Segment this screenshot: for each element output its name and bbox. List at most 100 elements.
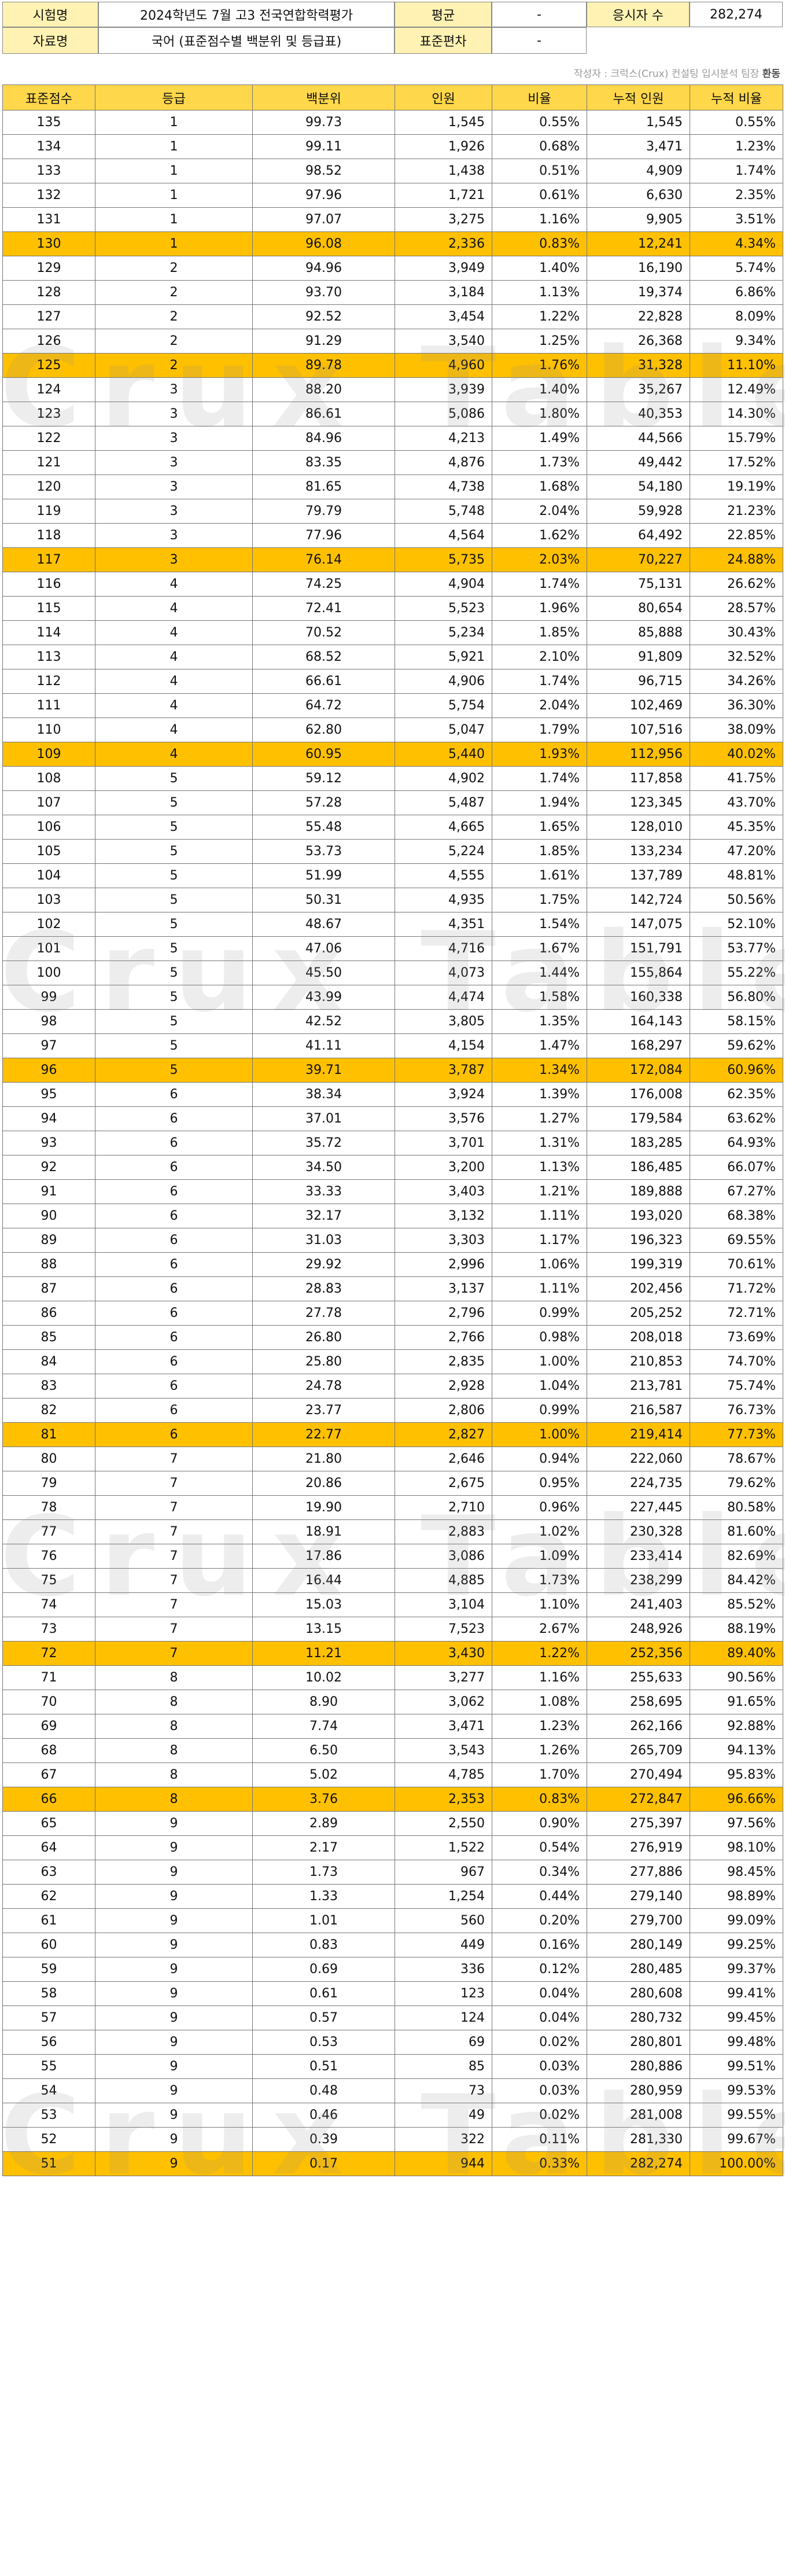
cell-cumulative-ratio: 60.96%: [690, 1058, 783, 1083]
cell-percentile: 5.02: [252, 1762, 395, 1787]
table-row: 75 7 16.44 4,885 1.73% 238,299 84.42%: [2, 1568, 783, 1593]
cell-count: 1,522: [395, 1835, 492, 1860]
cell-count: 3,576: [395, 1106, 492, 1131]
cell-grade: 4: [95, 717, 253, 742]
cell-standard-score: 117: [2, 547, 95, 572]
cell-percentile: 45.50: [252, 961, 395, 985]
cell-percentile: 20.86: [252, 1471, 395, 1496]
cell-cumulative-ratio: 62.35%: [690, 1082, 783, 1107]
cell-ratio: 0.33%: [492, 2151, 587, 2176]
cell-standard-score: 97: [2, 1033, 95, 1058]
cell-cumulative-count: 219,414: [587, 1422, 690, 1447]
cell-standard-score: 126: [2, 329, 95, 354]
cell-grade: 7: [95, 1544, 253, 1569]
cell-standard-score: 69: [2, 1714, 95, 1739]
cell-cumulative-ratio: 77.73%: [690, 1422, 783, 1447]
cell-cumulative-ratio: 5.74%: [690, 256, 783, 281]
cell-percentile: 70.52: [252, 620, 395, 645]
cell-percentile: 86.61: [252, 402, 395, 426]
cell-standard-score: 93: [2, 1131, 95, 1155]
cell-grade: 3: [95, 547, 253, 572]
table-row: 100 5 45.50 4,073 1.44% 155,864 55.22%: [2, 961, 783, 985]
table-row: 63 9 1.73 967 0.34% 277,886 98.45%: [2, 1860, 783, 1885]
cell-percentile: 77.96: [252, 523, 395, 548]
cell-standard-score: 94: [2, 1106, 95, 1131]
cell-cumulative-ratio: 3.51%: [690, 207, 783, 232]
cell-grade: 9: [95, 2127, 253, 2152]
cell-grade: 7: [95, 1617, 253, 1642]
cell-grade: 6: [95, 1276, 253, 1301]
cell-percentile: 51.99: [252, 863, 395, 888]
cell-grade: 9: [95, 2030, 253, 2055]
cell-grade: 2: [95, 353, 253, 378]
cell-count: 2,806: [395, 1398, 492, 1423]
cell-cumulative-ratio: 76.73%: [690, 1398, 783, 1423]
cell-grade: 7: [95, 1447, 253, 1471]
column-header-ratio: 비율: [492, 84, 587, 111]
cell-standard-score: 123: [2, 402, 95, 426]
cell-grade: 4: [95, 572, 253, 597]
cell-standard-score: 55: [2, 2054, 95, 2079]
cell-cumulative-count: 280,485: [587, 1957, 690, 1982]
cell-percentile: 10.02: [252, 1665, 395, 1690]
cell-percentile: 68.52: [252, 645, 395, 669]
cell-grade: 3: [95, 402, 253, 426]
table-row: 76 7 17.86 3,086 1.09% 233,414 82.69%: [2, 1544, 783, 1569]
cell-percentile: 0.51: [252, 2054, 395, 2079]
table-row: 114 4 70.52 5,234 1.85% 85,888 30.43%: [2, 620, 783, 645]
table-row: 57 9 0.57 124 0.04% 280,732 99.45%: [2, 2005, 783, 2030]
cell-percentile: 66.61: [252, 669, 395, 694]
cell-cumulative-ratio: 94.13%: [690, 1738, 783, 1763]
cell-count: 3,303: [395, 1228, 492, 1253]
cell-count: 4,906: [395, 669, 492, 694]
cell-grade: 6: [95, 1106, 253, 1131]
table-row: 73 7 13.15 7,523 2.67% 248,926 88.19%: [2, 1617, 783, 1642]
cell-ratio: 0.98%: [492, 1325, 587, 1350]
cell-grade: 3: [95, 426, 253, 451]
cell-count: 2,646: [395, 1447, 492, 1471]
cell-grade: 5: [95, 766, 253, 791]
cell-cumulative-ratio: 58.15%: [690, 1009, 783, 1034]
table-row: 120 3 81.65 4,738 1.68% 54,180 19.19%: [2, 474, 783, 499]
cell-ratio: 1.27%: [492, 1106, 587, 1131]
cell-standard-score: 89: [2, 1228, 95, 1253]
cell-percentile: 21.80: [252, 1447, 395, 1471]
table-row: 110 4 62.80 5,047 1.79% 107,516 38.09%: [2, 717, 783, 742]
cell-count: 4,876: [395, 450, 492, 475]
cell-cumulative-count: 233,414: [587, 1544, 690, 1569]
cell-grade: 1: [95, 159, 253, 183]
cell-cumulative-ratio: 9.34%: [690, 329, 783, 354]
cell-count: 4,902: [395, 766, 492, 791]
cell-count: 3,471: [395, 1714, 492, 1739]
cell-standard-score: 85: [2, 1325, 95, 1350]
table-row: 101 5 47.06 4,716 1.67% 151,791 53.77%: [2, 936, 783, 961]
cell-ratio: 0.04%: [492, 1981, 587, 2006]
cell-ratio: 1.74%: [492, 766, 587, 791]
cell-standard-score: 52: [2, 2127, 95, 2152]
cell-percentile: 28.83: [252, 1276, 395, 1301]
cell-count: 2,710: [395, 1495, 492, 1520]
cell-grade: 5: [95, 961, 253, 985]
cell-standard-score: 58: [2, 1981, 95, 2006]
cell-ratio: 1.13%: [492, 280, 587, 305]
table-row: 122 3 84.96 4,213 1.49% 44,566 15.79%: [2, 426, 783, 451]
cell-ratio: 0.02%: [492, 2103, 587, 2128]
cell-grade: 7: [95, 1641, 253, 1666]
cell-ratio: 1.73%: [492, 1568, 587, 1593]
cell-count: 2,336: [395, 231, 492, 256]
cell-cumulative-ratio: 91.65%: [690, 1690, 783, 1714]
cell-percentile: 53.73: [252, 839, 395, 864]
cell-cumulative-count: 16,190: [587, 256, 690, 281]
cell-count: 2,796: [395, 1301, 492, 1326]
cell-percentile: 25.80: [252, 1349, 395, 1374]
cell-percentile: 89.78: [252, 353, 395, 378]
cell-grade: 4: [95, 620, 253, 645]
table-row: 65 9 2.89 2,550 0.90% 275,397 97.56%: [2, 1811, 783, 1836]
cell-cumulative-count: 262,166: [587, 1714, 690, 1739]
cell-percentile: 74.25: [252, 572, 395, 597]
table-row: 109 4 60.95 5,440 1.93% 112,956 40.02%: [2, 742, 783, 767]
table-row: 74 7 15.03 3,104 1.10% 241,403 85.52%: [2, 1592, 783, 1617]
column-header-cumulative-count: 누적 인원: [587, 84, 690, 111]
cell-count: 3,939: [395, 377, 492, 402]
cell-grade: 9: [95, 1835, 253, 1860]
